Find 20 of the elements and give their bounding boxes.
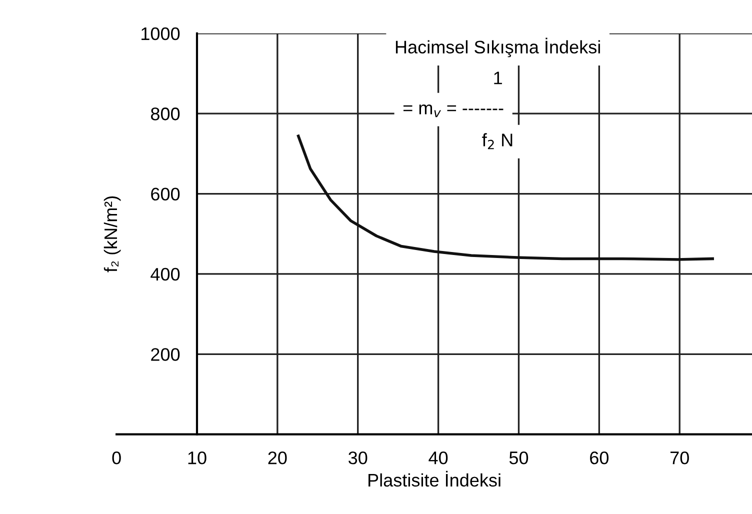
y-tick-label: 1000 <box>142 27 180 40</box>
x-tick-label: 20 <box>268 451 287 464</box>
x-tick-label: 70 <box>670 451 689 464</box>
x-axis-title: Plastisite İndeksi <box>368 470 500 487</box>
y-tick-label: 600 <box>151 188 180 200</box>
annotation: f$_{2}$ N <box>482 133 512 150</box>
line-series <box>296 134 714 261</box>
x-tick-label: 10 <box>188 451 206 464</box>
y-axis-title: f₂ (kN/m²) <box>104 196 121 272</box>
annotation: 1 <box>494 72 502 84</box>
x-tick-label: 30 <box>348 451 368 464</box>
annotation: Hacimsel Sıkışma İndeksi <box>396 38 600 58</box>
y-tick-label: 200 <box>151 348 180 361</box>
y-tick-label: 800 <box>150 108 180 120</box>
x-tick-label: 60 <box>590 451 609 464</box>
x-tick-label: 40 <box>428 451 448 464</box>
annotation: = m$_{v}$ = ------- <box>403 104 504 118</box>
x-tick-label: 0 <box>112 451 121 464</box>
x-tick-label: 50 <box>509 451 528 464</box>
y-tick-label: 400 <box>150 268 180 281</box>
